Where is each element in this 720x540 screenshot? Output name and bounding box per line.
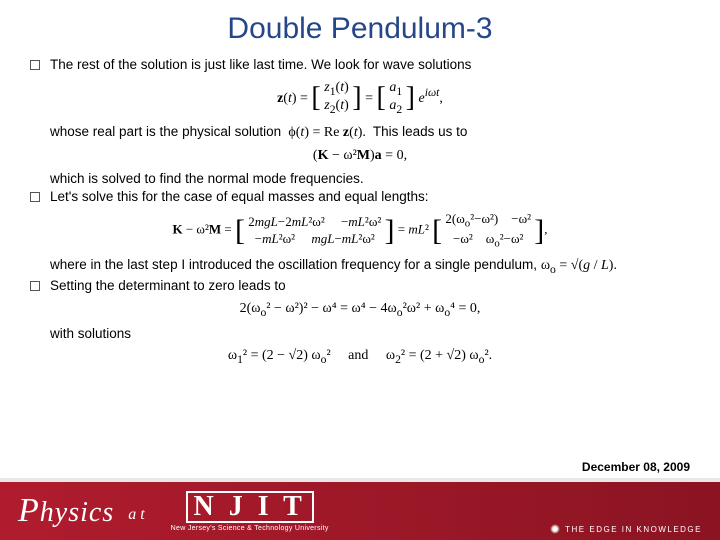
footer: Physics a t N J I T New Jersey's Science… (0, 478, 720, 540)
line-with-solutions: with solutions (50, 325, 690, 343)
line-which-solved: which is solved to find the normal mode … (50, 170, 690, 188)
line-where-last: where in the last step I introduced the … (50, 256, 690, 277)
bullet-box-icon (30, 60, 40, 70)
bullet-1-text: The rest of the solution is just like la… (50, 56, 471, 74)
at-text: a t (128, 506, 144, 524)
equation-matrix: K − ω²M = [ 2mgL−2mL²ω² −mL²ω² −mL²ω² mg… (30, 211, 690, 250)
physics-logo: Physics (18, 492, 114, 530)
slide-title: Double Pendulum-3 (30, 12, 690, 46)
where-last-text: where in the last step I introduced the … (50, 257, 537, 272)
bullet-box-icon (30, 192, 40, 202)
whose-text: whose real part is the physical solution (50, 124, 281, 139)
bullet-2-text: Let's solve this for the case of equal m… (50, 188, 429, 206)
bullet-box-icon (30, 281, 40, 291)
slide-date: December 08, 2009 (582, 460, 690, 474)
equation-solutions: ω1² = (2 − √2) ωo² and ω2² = (2 + √2) ωo… (30, 348, 690, 366)
bullet-2: Let's solve this for the case of equal m… (30, 188, 690, 206)
bullet-3: Setting the determinant to zero leads to (30, 277, 690, 295)
this-leads-text: This leads us to (373, 124, 468, 139)
slide: Double Pendulum-3 The rest of the soluti… (0, 0, 720, 540)
eq-omega0: ωo = √(g / L). (541, 258, 617, 273)
line-whose: whose real part is the physical solution… (50, 123, 690, 142)
njit-logo: N J I T (186, 491, 314, 523)
edge-text: THE EDGE IN KNOWLEDGE (565, 525, 702, 534)
sun-icon (550, 524, 560, 534)
edge-tagline: THE EDGE IN KNOWLEDGE (550, 524, 702, 534)
njit-subtitle: New Jersey's Science & Technology Univer… (171, 525, 329, 532)
eq-phi: ϕ(t) = Re z(t). (285, 125, 373, 140)
equation-z: z(t) = [ z1(t)z2(t) ] = [ a1a2 ] eiωt, (30, 80, 690, 117)
bullet-1: The rest of the solution is just like la… (30, 56, 690, 74)
njit-block: N J I T New Jersey's Science & Technolog… (171, 491, 329, 532)
bullet-3-text: Setting the determinant to zero leads to (50, 277, 286, 295)
equation-kminus: (K − ω²M)a = 0, (30, 148, 690, 164)
equation-det: 2(ωo² − ω²)² − ω⁴ = ω⁴ − 4ωo²ω² + ωo⁴ = … (30, 301, 690, 319)
footer-main: Physics a t N J I T New Jersey's Science… (0, 482, 720, 540)
